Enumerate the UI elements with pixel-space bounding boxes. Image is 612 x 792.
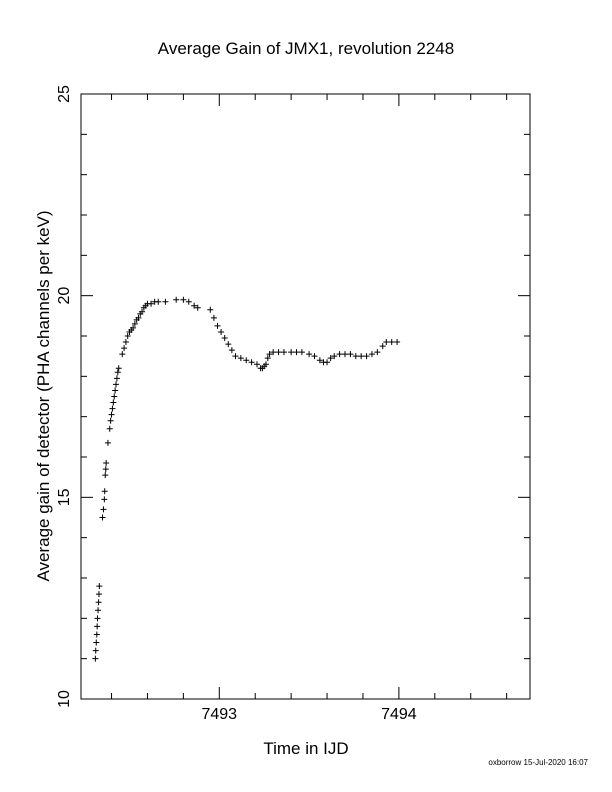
data-point (99, 514, 106, 521)
y-tick-label: 15 (56, 488, 73, 506)
data-point (94, 615, 101, 622)
data-point (298, 349, 305, 356)
data-point (368, 351, 375, 358)
data-point (121, 345, 128, 352)
data-point (311, 353, 318, 360)
data-point (288, 349, 295, 356)
data-point (388, 339, 395, 346)
x-tick-label: 7494 (381, 706, 417, 723)
data-point (131, 320, 138, 327)
data-point (191, 302, 198, 309)
data-point (327, 355, 334, 362)
data-point (347, 351, 354, 358)
data-point (110, 399, 117, 406)
data-point (342, 351, 349, 358)
data-point (358, 353, 365, 360)
chart-title: Average Gain of JMX1, revolution 2248 (158, 39, 454, 58)
data-point (96, 583, 103, 590)
y-tick-label: 20 (56, 287, 73, 305)
footer-timestamp: oxborrow 15-Jul-2020 16:07 (488, 758, 588, 767)
y-tick-label: 25 (56, 85, 73, 103)
data-point (221, 335, 228, 342)
axis-ticks (81, 93, 530, 700)
data-point (94, 623, 101, 630)
data-point (92, 647, 99, 654)
data-point (100, 506, 107, 513)
data-point (115, 365, 122, 372)
data-point (111, 393, 118, 400)
plot-frame (80, 93, 531, 700)
data-point (130, 324, 137, 331)
data-point (264, 355, 271, 362)
data-point (379, 343, 386, 350)
data-point (113, 375, 120, 382)
data-point (316, 357, 323, 364)
data-point (148, 300, 155, 307)
x-axis-label: Time in IJD (263, 739, 348, 758)
data-point (95, 599, 102, 606)
data-point (363, 353, 370, 360)
data-point (280, 349, 287, 356)
data-point (124, 333, 131, 339)
data-point (383, 339, 390, 346)
data-point (162, 298, 169, 305)
data-point (112, 387, 119, 394)
data-points (92, 296, 401, 662)
data-point (139, 308, 146, 315)
y-axis-label: Average gain of detector (PHA channels p… (34, 210, 53, 581)
data-point (106, 425, 113, 432)
data-point (254, 361, 261, 368)
data-point (225, 341, 232, 348)
data-point (352, 353, 359, 360)
data-point (228, 347, 235, 354)
data-point (237, 355, 244, 362)
data-point (336, 351, 343, 358)
data-point (108, 411, 115, 418)
data-point (218, 328, 225, 335)
y-tick-label: 10 (56, 690, 73, 708)
data-point (93, 639, 100, 646)
data-point (109, 405, 116, 412)
data-point (306, 351, 313, 358)
data-point (207, 306, 214, 313)
data-point (92, 655, 99, 662)
data-point (104, 439, 111, 446)
data-point (262, 361, 269, 368)
data-point (324, 359, 331, 366)
data-point (102, 466, 109, 473)
data-point (232, 353, 239, 360)
data-point (194, 304, 201, 311)
data-point (107, 417, 114, 424)
data-point (266, 351, 273, 358)
data-point (101, 488, 108, 495)
data-point (173, 296, 180, 303)
data-point (93, 631, 100, 638)
data-point (248, 359, 255, 366)
data-point (374, 349, 381, 356)
data-point (135, 314, 142, 321)
data-point (95, 591, 102, 598)
x-tick-label: 7493 (201, 706, 237, 723)
data-point (394, 339, 401, 346)
data-point (114, 369, 121, 376)
data-point (155, 298, 162, 305)
data-point (293, 349, 300, 356)
axis-tick-labels: 7493 7494 10 15 20 25 (56, 85, 417, 723)
data-point (180, 296, 187, 303)
data-point (331, 353, 338, 360)
data-point (113, 381, 120, 388)
data-point (214, 322, 221, 329)
data-point (103, 460, 110, 467)
data-point (243, 357, 250, 364)
data-point (210, 314, 217, 321)
data-point (185, 298, 192, 305)
data-point (270, 349, 277, 356)
data-point (102, 472, 109, 479)
data-point (119, 351, 126, 358)
data-point (95, 607, 102, 614)
data-point (101, 496, 108, 503)
data-point (122, 339, 129, 346)
data-point (275, 349, 282, 356)
